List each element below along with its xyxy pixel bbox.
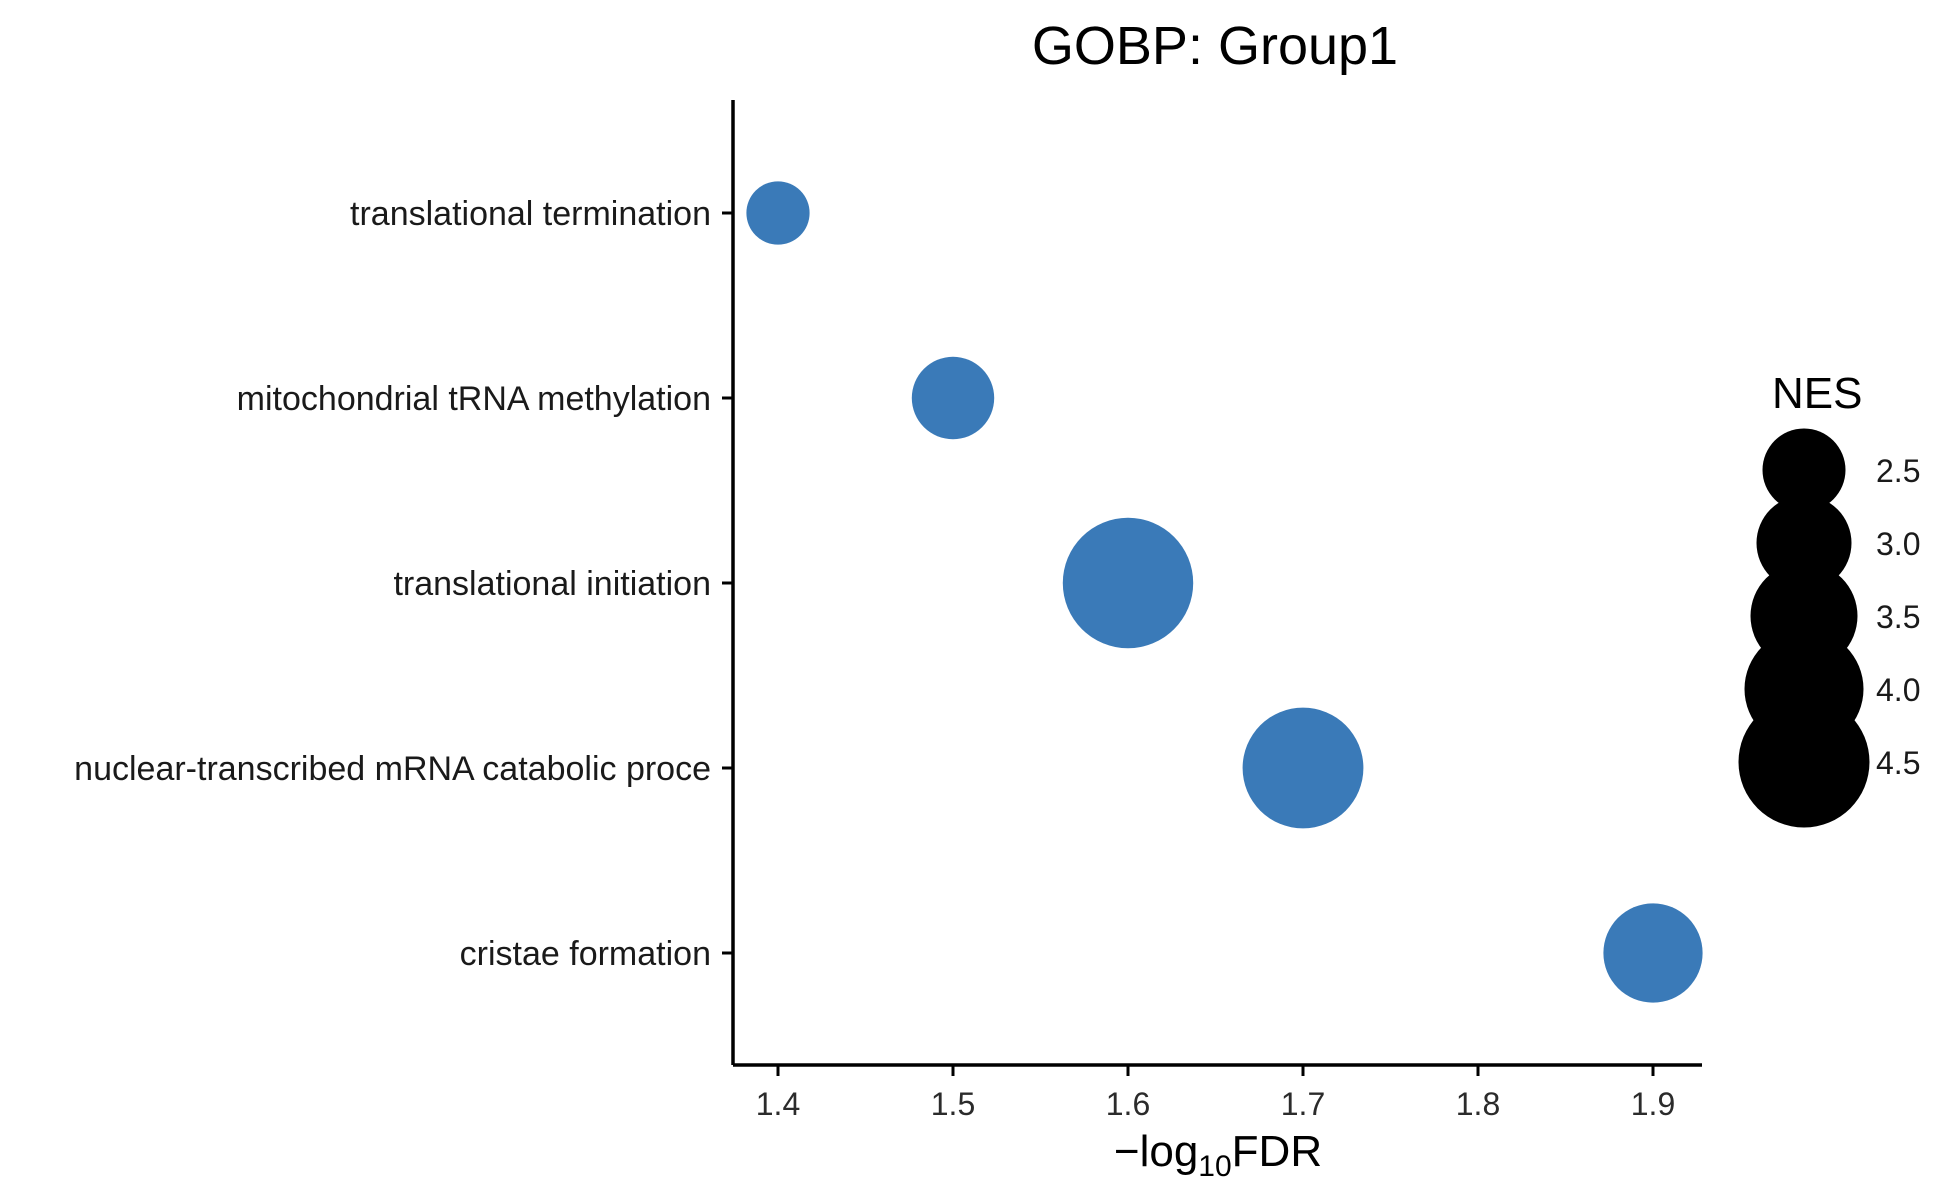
x-axis-title-suffix: FDR <box>1232 1127 1322 1176</box>
x-axis-title-prefix: −log <box>1114 1127 1198 1176</box>
y-category-label: nuclear-transcribed mRNA catabolic proce <box>74 750 711 788</box>
x-tick-label: 1.4 <box>756 1086 800 1122</box>
y-category-label: cristae formation <box>460 935 711 973</box>
y-axis-category-labels: translational termination mitochondrial t… <box>74 195 711 973</box>
legend-key-label: 4.0 <box>1876 672 1920 708</box>
legend-key-circle <box>1738 696 1870 828</box>
size-legend: NES 2.5 3.0 3.5 4.0 4.5 <box>1738 369 1920 828</box>
x-tick-label: 1.6 <box>1106 1086 1150 1122</box>
x-axis-tick-labels: 1.4 1.5 1.6 1.7 1.8 1.9 <box>756 1086 1675 1122</box>
legend-key-label: 2.5 <box>1876 453 1920 489</box>
x-tick-label: 1.9 <box>1631 1086 1675 1122</box>
chart-title: GOBP: Group1 <box>1032 16 1398 76</box>
y-category-label: translational initiation <box>393 565 711 603</box>
data-points <box>746 181 1703 1003</box>
legend-title: NES <box>1772 369 1862 418</box>
data-point <box>1242 707 1364 829</box>
legend-key-label: 3.5 <box>1876 599 1920 635</box>
legend-key-circle <box>1762 428 1846 512</box>
x-tick-label: 1.8 <box>1456 1086 1500 1122</box>
legend-key-label: 3.0 <box>1876 526 1920 562</box>
data-point <box>1062 517 1194 649</box>
x-tick-label: 1.7 <box>1281 1086 1325 1122</box>
y-category-label: translational termination <box>350 195 711 233</box>
y-axis-ticks <box>722 211 733 955</box>
legend-key-circle <box>1756 495 1852 591</box>
x-axis-title-subscript: 10 <box>1198 1150 1231 1183</box>
legend-key-label: 4.5 <box>1876 745 1920 781</box>
data-point <box>911 356 995 440</box>
x-axis-title: −log10FDR <box>1114 1127 1322 1183</box>
data-point <box>1603 903 1703 1003</box>
x-tick-label: 1.5 <box>931 1086 975 1122</box>
data-point <box>746 181 810 245</box>
y-category-label: mitochondrial tRNA methylation <box>237 380 711 418</box>
x-axis-ticks <box>776 1065 1655 1076</box>
